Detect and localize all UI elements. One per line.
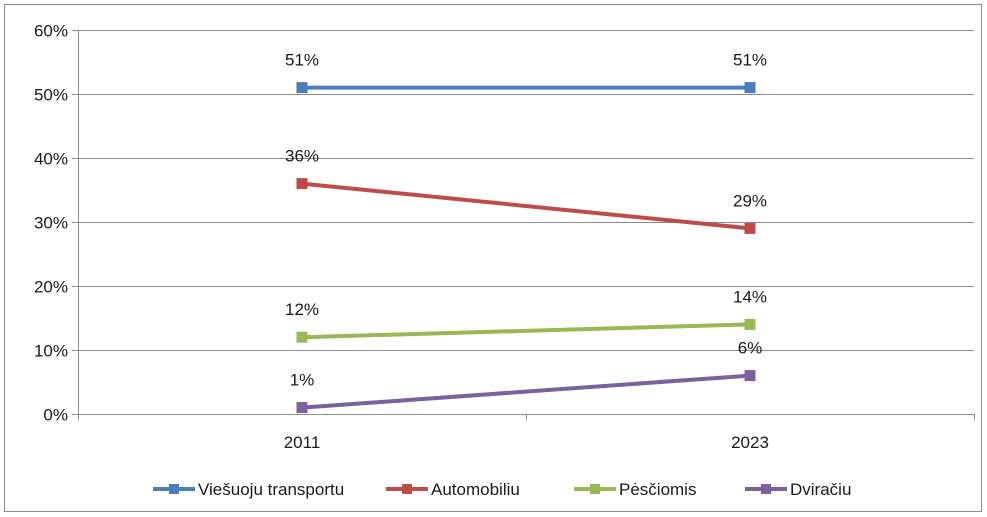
legend-item: Dviračiu — [745, 480, 851, 499]
data-label: 51% — [285, 51, 319, 70]
legend-label: Pėsčiomis — [619, 480, 696, 499]
series-1: 51% 51% — [285, 51, 767, 94]
data-label: 6% — [738, 339, 763, 358]
data-point-marker — [296, 82, 308, 94]
y-tick-label: 30% — [34, 214, 68, 233]
series-line — [301, 322, 751, 340]
axes: 0% 10% 20% 30% 40% 50% 60% 2011 2023 — [34, 22, 975, 452]
legend-marker — [761, 484, 771, 494]
legend: Viešuoju transportu Automobiliu Pėsčiomis D… — [153, 480, 851, 499]
data-point-marker — [744, 370, 756, 382]
data-label: 51% — [733, 51, 767, 70]
data-point-marker — [296, 178, 308, 190]
y-tick-label: 40% — [34, 150, 68, 169]
series-2: 36% 29% — [285, 147, 767, 234]
legend-marker — [402, 484, 412, 494]
y-tick-label: 50% — [34, 86, 68, 105]
legend-item: Viešuoju transportu — [153, 480, 344, 499]
y-tick-label: 20% — [34, 278, 68, 297]
data-label: 29% — [733, 191, 767, 210]
series-4: 1% 6% — [290, 339, 763, 414]
data-label: 36% — [285, 147, 319, 166]
legend-item: Automobiliu — [386, 480, 520, 499]
x-tick-label: 2023 — [731, 433, 769, 452]
data-point-marker — [296, 331, 308, 343]
legend-item: Pėsčiomis — [574, 480, 696, 499]
series-line — [301, 373, 751, 410]
data-label: 1% — [290, 371, 315, 390]
series-3: 12% 14% — [285, 287, 767, 343]
data-label: 14% — [733, 287, 767, 306]
y-tick-label: 60% — [34, 22, 68, 41]
legend-label: Dviračiu — [790, 480, 851, 499]
data-label: 12% — [285, 300, 319, 319]
legend-marker — [590, 484, 600, 494]
y-tick-label: 0% — [43, 406, 68, 425]
series-line — [301, 181, 751, 231]
gridlines — [78, 30, 974, 351]
x-tick-label: 2011 — [284, 433, 321, 452]
data-point-marker — [744, 222, 756, 234]
data-point-marker — [744, 318, 756, 330]
y-tick-label: 10% — [34, 342, 68, 361]
data-point-marker — [744, 82, 756, 94]
legend-label: Automobiliu — [431, 480, 520, 499]
legend-marker — [169, 484, 179, 494]
legend-label: Viešuoju transportu — [198, 480, 344, 499]
data-point-marker — [296, 402, 308, 414]
